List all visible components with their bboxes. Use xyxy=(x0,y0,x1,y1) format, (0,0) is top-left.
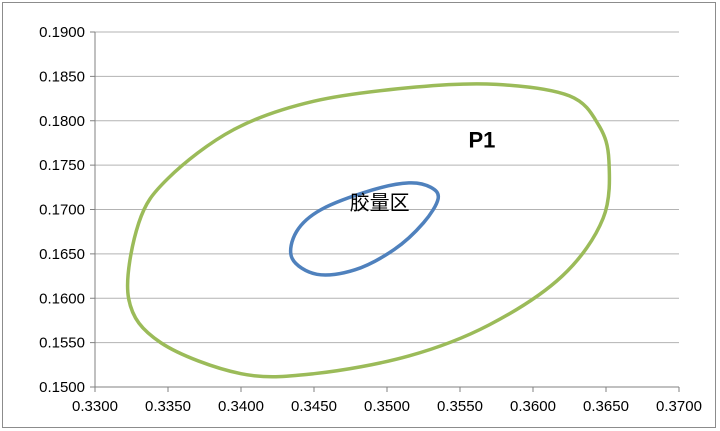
x-tick-label: 0.3300 xyxy=(72,398,118,415)
series-layer xyxy=(125,82,612,379)
axis-layer: 0.1900 0.1850 0.1800 0.1750 0.1700 0.1650 0.16… xyxy=(39,24,702,415)
x-tick-label: 0.3450 xyxy=(291,398,337,415)
x-tick-label: 0.3700 xyxy=(656,398,702,415)
x-tick-label: 0.3650 xyxy=(583,398,629,415)
y-tick-label: 0.1750 xyxy=(39,157,85,174)
x-tick-label: 0.3600 xyxy=(510,398,556,415)
x-tick-label: 0.3550 xyxy=(437,398,483,415)
series-glue-zone-curve xyxy=(288,181,441,277)
y-tick-label: 0.1500 xyxy=(39,379,85,396)
y-tick-label: 0.1700 xyxy=(39,202,85,219)
y-tick-label: 0.1600 xyxy=(39,290,85,307)
label-layer: P1 胶量区 xyxy=(350,127,496,214)
label-p1: P1 xyxy=(468,127,495,152)
y-tick-label: 0.1800 xyxy=(39,113,85,130)
x-tick-label: 0.3400 xyxy=(218,398,264,415)
x-tick-label: 0.3350 xyxy=(145,398,191,415)
y-tick-label: 0.1550 xyxy=(39,335,85,352)
y-tick-label: 0.1900 xyxy=(39,24,85,41)
label-glue-zone: 胶量区 xyxy=(350,191,410,215)
x-tick-label: 0.3500 xyxy=(364,398,410,415)
y-tick-label: 0.1650 xyxy=(39,246,85,263)
y-tick-label: 0.1850 xyxy=(39,68,85,85)
chart-svg: 0.1900 0.1850 0.1800 0.1750 0.1700 0.1650 0.16… xyxy=(39,24,702,415)
series-p1-curve xyxy=(125,82,612,379)
